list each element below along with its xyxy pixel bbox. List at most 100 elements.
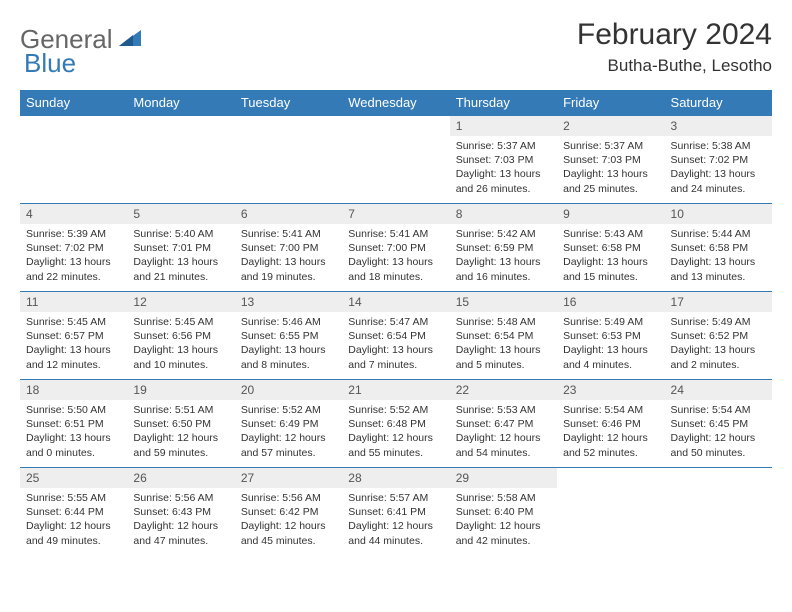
day-body: Sunrise: 5:52 AMSunset: 6:49 PMDaylight:… xyxy=(235,400,342,466)
day-body: Sunrise: 5:38 AMSunset: 7:02 PMDaylight:… xyxy=(665,136,772,202)
day-sunrise: Sunrise: 5:44 AM xyxy=(671,227,766,241)
day-sunset: Sunset: 6:42 PM xyxy=(241,505,336,519)
day-sunrise: Sunrise: 5:37 AM xyxy=(456,139,551,153)
day-number: 8 xyxy=(450,204,557,224)
day-sunrise: Sunrise: 5:37 AM xyxy=(563,139,658,153)
calendar-table: Sunday Monday Tuesday Wednesday Thursday… xyxy=(20,90,772,556)
day-number: 27 xyxy=(235,468,342,488)
day-body: Sunrise: 5:37 AMSunset: 7:03 PMDaylight:… xyxy=(557,136,664,202)
day-day1: Daylight: 13 hours xyxy=(671,343,766,357)
day-cell xyxy=(235,116,342,204)
day-day2: and 54 minutes. xyxy=(456,446,551,460)
day-sunrise: Sunrise: 5:42 AM xyxy=(456,227,551,241)
day-body: Sunrise: 5:53 AMSunset: 6:47 PMDaylight:… xyxy=(450,400,557,466)
logo-text-blue: Blue xyxy=(24,48,76,79)
day-day1: Daylight: 12 hours xyxy=(26,519,121,533)
day-sunset: Sunset: 6:54 PM xyxy=(348,329,443,343)
col-tuesday: Tuesday xyxy=(235,90,342,116)
header-row: Sunday Monday Tuesday Wednesday Thursday… xyxy=(20,90,772,116)
day-cell: 15Sunrise: 5:48 AMSunset: 6:54 PMDayligh… xyxy=(450,292,557,380)
day-body: Sunrise: 5:48 AMSunset: 6:54 PMDaylight:… xyxy=(450,312,557,378)
day-body: Sunrise: 5:49 AMSunset: 6:52 PMDaylight:… xyxy=(665,312,772,378)
day-sunset: Sunset: 6:48 PM xyxy=(348,417,443,431)
day-cell: 11Sunrise: 5:45 AMSunset: 6:57 PMDayligh… xyxy=(20,292,127,380)
day-sunset: Sunset: 6:52 PM xyxy=(671,329,766,343)
day-body: Sunrise: 5:41 AMSunset: 7:00 PMDaylight:… xyxy=(235,224,342,290)
day-day2: and 8 minutes. xyxy=(241,358,336,372)
day-day2: and 47 minutes. xyxy=(133,534,228,548)
day-sunset: Sunset: 6:46 PM xyxy=(563,417,658,431)
day-body: Sunrise: 5:55 AMSunset: 6:44 PMDaylight:… xyxy=(20,488,127,554)
day-sunset: Sunset: 7:02 PM xyxy=(26,241,121,255)
week-row: 25Sunrise: 5:55 AMSunset: 6:44 PMDayligh… xyxy=(20,468,772,556)
week-row: 4Sunrise: 5:39 AMSunset: 7:02 PMDaylight… xyxy=(20,204,772,292)
day-day2: and 10 minutes. xyxy=(133,358,228,372)
day-day1: Daylight: 13 hours xyxy=(133,255,228,269)
day-sunset: Sunset: 7:00 PM xyxy=(348,241,443,255)
day-cell: 17Sunrise: 5:49 AMSunset: 6:52 PMDayligh… xyxy=(665,292,772,380)
day-day2: and 18 minutes. xyxy=(348,270,443,284)
day-sunset: Sunset: 6:58 PM xyxy=(563,241,658,255)
day-body: Sunrise: 5:57 AMSunset: 6:41 PMDaylight:… xyxy=(342,488,449,554)
day-number: 9 xyxy=(557,204,664,224)
day-day1: Daylight: 12 hours xyxy=(563,431,658,445)
day-sunset: Sunset: 6:50 PM xyxy=(133,417,228,431)
day-day1: Daylight: 12 hours xyxy=(348,519,443,533)
day-sunrise: Sunrise: 5:50 AM xyxy=(26,403,121,417)
day-body xyxy=(342,122,449,131)
day-body: Sunrise: 5:50 AMSunset: 6:51 PMDaylight:… xyxy=(20,400,127,466)
day-number: 28 xyxy=(342,468,449,488)
day-number: 15 xyxy=(450,292,557,312)
day-number: 19 xyxy=(127,380,234,400)
day-cell: 2Sunrise: 5:37 AMSunset: 7:03 PMDaylight… xyxy=(557,116,664,204)
day-sunrise: Sunrise: 5:53 AM xyxy=(456,403,551,417)
day-day2: and 52 minutes. xyxy=(563,446,658,460)
day-day1: Daylight: 13 hours xyxy=(133,343,228,357)
day-cell: 28Sunrise: 5:57 AMSunset: 6:41 PMDayligh… xyxy=(342,468,449,556)
day-number: 13 xyxy=(235,292,342,312)
day-cell: 7Sunrise: 5:41 AMSunset: 7:00 PMDaylight… xyxy=(342,204,449,292)
day-number: 23 xyxy=(557,380,664,400)
day-day1: Daylight: 13 hours xyxy=(26,431,121,445)
day-cell: 24Sunrise: 5:54 AMSunset: 6:45 PMDayligh… xyxy=(665,380,772,468)
day-day1: Daylight: 12 hours xyxy=(456,519,551,533)
day-sunrise: Sunrise: 5:39 AM xyxy=(26,227,121,241)
day-day2: and 25 minutes. xyxy=(563,182,658,196)
week-row: 18Sunrise: 5:50 AMSunset: 6:51 PMDayligh… xyxy=(20,380,772,468)
day-sunrise: Sunrise: 5:46 AM xyxy=(241,315,336,329)
day-day1: Daylight: 12 hours xyxy=(456,431,551,445)
day-day1: Daylight: 13 hours xyxy=(348,255,443,269)
day-number: 12 xyxy=(127,292,234,312)
day-sunrise: Sunrise: 5:47 AM xyxy=(348,315,443,329)
day-sunrise: Sunrise: 5:56 AM xyxy=(241,491,336,505)
day-sunrise: Sunrise: 5:41 AM xyxy=(241,227,336,241)
day-sunrise: Sunrise: 5:45 AM xyxy=(26,315,121,329)
day-number: 1 xyxy=(450,116,557,136)
day-body: Sunrise: 5:54 AMSunset: 6:45 PMDaylight:… xyxy=(665,400,772,466)
day-cell: 18Sunrise: 5:50 AMSunset: 6:51 PMDayligh… xyxy=(20,380,127,468)
day-body: Sunrise: 5:56 AMSunset: 6:43 PMDaylight:… xyxy=(127,488,234,554)
month-title: February 2024 xyxy=(577,18,772,52)
day-day1: Daylight: 13 hours xyxy=(563,255,658,269)
day-day1: Daylight: 13 hours xyxy=(671,255,766,269)
day-sunrise: Sunrise: 5:56 AM xyxy=(133,491,228,505)
day-number: 18 xyxy=(20,380,127,400)
location: Butha-Buthe, Lesotho xyxy=(577,56,772,76)
day-cell: 9Sunrise: 5:43 AMSunset: 6:58 PMDaylight… xyxy=(557,204,664,292)
day-body xyxy=(235,122,342,131)
day-number: 25 xyxy=(20,468,127,488)
day-body: Sunrise: 5:58 AMSunset: 6:40 PMDaylight:… xyxy=(450,488,557,554)
day-day2: and 44 minutes. xyxy=(348,534,443,548)
day-day1: Daylight: 13 hours xyxy=(563,343,658,357)
day-cell: 21Sunrise: 5:52 AMSunset: 6:48 PMDayligh… xyxy=(342,380,449,468)
day-body: Sunrise: 5:52 AMSunset: 6:48 PMDaylight:… xyxy=(342,400,449,466)
day-number: 5 xyxy=(127,204,234,224)
day-day1: Daylight: 12 hours xyxy=(133,431,228,445)
header: General February 2024 Butha-Buthe, Lesot… xyxy=(20,18,772,76)
day-sunset: Sunset: 6:57 PM xyxy=(26,329,121,343)
day-number: 2 xyxy=(557,116,664,136)
day-cell: 3Sunrise: 5:38 AMSunset: 7:02 PMDaylight… xyxy=(665,116,772,204)
day-body: Sunrise: 5:49 AMSunset: 6:53 PMDaylight:… xyxy=(557,312,664,378)
day-sunrise: Sunrise: 5:38 AM xyxy=(671,139,766,153)
day-body: Sunrise: 5:45 AMSunset: 6:56 PMDaylight:… xyxy=(127,312,234,378)
